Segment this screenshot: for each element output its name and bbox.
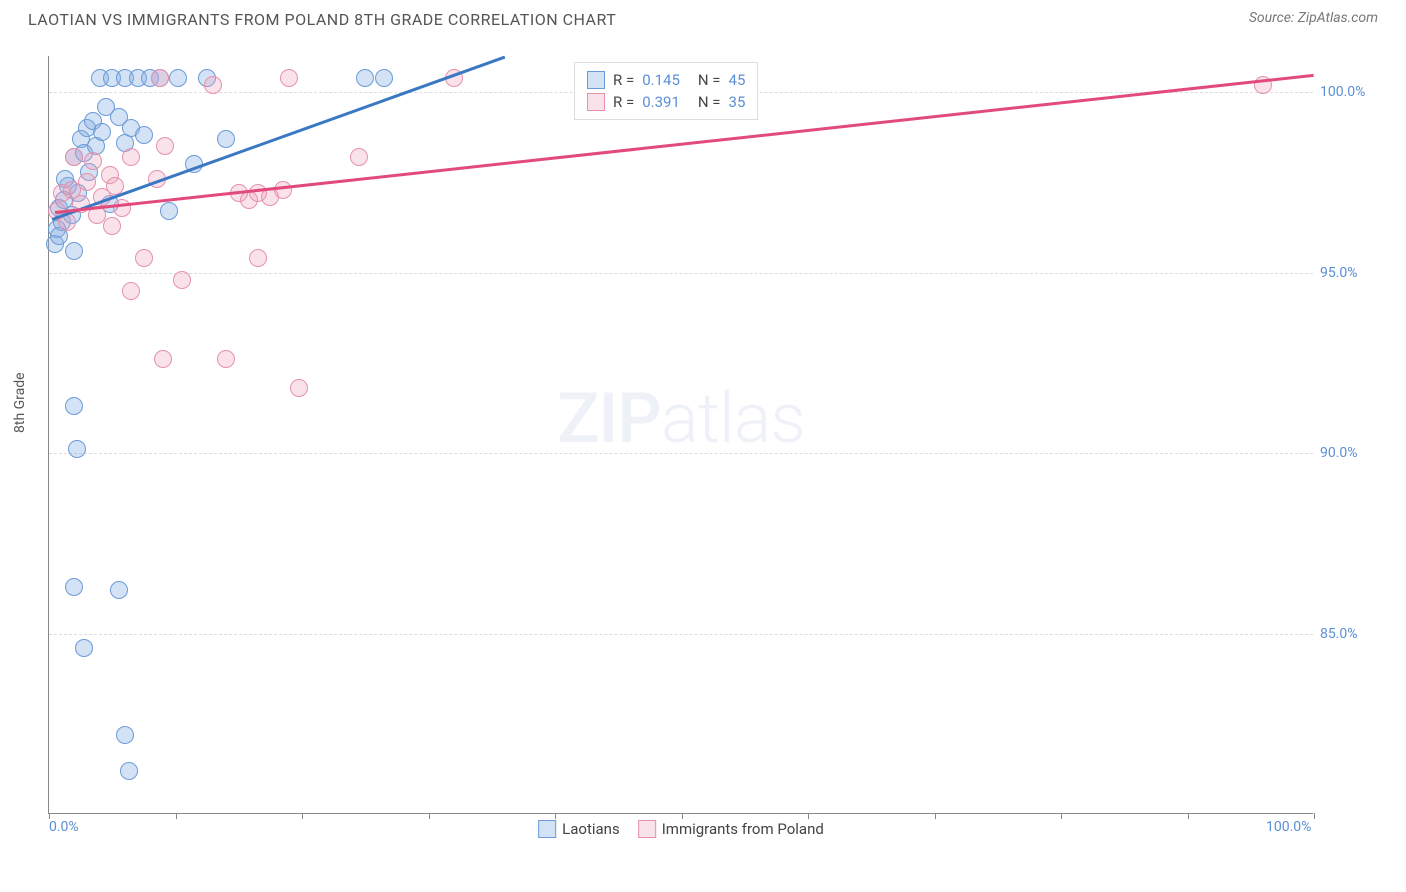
y-axis-title: 8th Grade: [12, 372, 28, 433]
data-point: [280, 69, 298, 87]
data-point: [110, 581, 128, 599]
data-point: [169, 69, 187, 87]
legend-stats-row: R = 0.391 N = 35: [587, 91, 745, 113]
watermark-light: atlas: [661, 378, 805, 460]
y-tick-label: 90.0%: [1320, 445, 1375, 461]
gridline: [49, 273, 1313, 274]
x-tick: [555, 813, 556, 819]
data-point: [350, 148, 368, 166]
data-point: [204, 76, 222, 94]
data-point: [135, 249, 153, 267]
legend-swatch: [587, 71, 605, 89]
chart-source: Source: ZipAtlas.com: [1249, 10, 1378, 29]
x-tick: [429, 813, 430, 819]
chart-title: LAOTIAN VS IMMIGRANTS FROM POLAND 8TH GR…: [28, 10, 616, 29]
data-point: [65, 578, 83, 596]
gridline: [49, 634, 1313, 635]
data-point: [249, 249, 267, 267]
data-point: [120, 762, 138, 780]
x-tick: [1188, 813, 1189, 819]
legend-series-item: Immigrants from Poland: [638, 820, 824, 838]
data-point: [93, 123, 111, 141]
x-tick-label: 0.0%: [49, 819, 79, 835]
data-point: [154, 350, 172, 368]
data-point: [135, 126, 153, 144]
legend-r-label: R =: [613, 93, 634, 111]
x-tick: [176, 813, 177, 819]
legend-series-label: Laotians: [562, 820, 620, 838]
data-point: [75, 639, 93, 657]
x-tick: [682, 813, 683, 819]
legend-n-value: 35: [729, 93, 746, 111]
data-point: [103, 217, 121, 235]
x-tick-label: 100.0%: [1266, 819, 1311, 835]
data-point: [151, 69, 169, 87]
chart-header: LAOTIAN VS IMMIGRANTS FROM POLAND 8TH GR…: [0, 0, 1406, 35]
data-point: [217, 130, 235, 148]
x-tick: [1061, 813, 1062, 819]
plot-area: ZIPatlas R =0.145N =45R =0.391N =35 Laot…: [48, 56, 1313, 814]
data-point: [78, 173, 96, 191]
y-tick-label: 95.0%: [1320, 265, 1375, 281]
watermark-bold: ZIP: [557, 378, 661, 460]
data-point: [274, 181, 292, 199]
data-point: [356, 69, 374, 87]
legend-swatch: [587, 93, 605, 111]
legend-n-value: 45: [729, 71, 746, 89]
legend-series-label: Immigrants from Poland: [662, 820, 824, 838]
legend-n-label: N =: [698, 71, 721, 89]
data-point: [160, 202, 178, 220]
gridline: [49, 453, 1313, 454]
legend-stats-row: R = 0.145 N = 45: [587, 69, 745, 91]
legend-stats: R = 0.145 N = 45 R = 0.391 N = 35: [574, 62, 758, 120]
data-point: [116, 726, 134, 744]
legend-series-item: Laotians: [538, 820, 620, 838]
data-point: [122, 148, 140, 166]
legend-swatch: [538, 820, 556, 838]
legend-r-label: R =: [613, 71, 634, 89]
y-tick-label: 85.0%: [1320, 626, 1375, 642]
x-tick: [302, 813, 303, 819]
legend-swatch: [638, 820, 656, 838]
data-point: [217, 350, 235, 368]
data-point: [65, 242, 83, 260]
data-point: [375, 69, 393, 87]
data-point: [84, 152, 102, 170]
data-point: [68, 440, 86, 458]
data-point: [65, 148, 83, 166]
data-point: [173, 271, 191, 289]
data-point: [113, 199, 131, 217]
x-tick: [808, 813, 809, 819]
data-point: [122, 282, 140, 300]
data-point: [156, 137, 174, 155]
legend-r-value: 0.145: [642, 71, 680, 89]
y-tick-label: 100.0%: [1320, 84, 1375, 100]
data-point: [65, 397, 83, 415]
x-tick: [1314, 813, 1315, 819]
watermark: ZIPatlas: [557, 378, 805, 460]
legend-n-label: N =: [698, 93, 721, 111]
data-point: [290, 379, 308, 397]
x-tick: [935, 813, 936, 819]
legend-series: Laotians Immigrants from Poland: [538, 820, 824, 838]
legend-r-value: 0.391: [642, 93, 680, 111]
chart-container: 8th Grade ZIPatlas R =0.145N =45R =0.391…: [48, 50, 1378, 840]
